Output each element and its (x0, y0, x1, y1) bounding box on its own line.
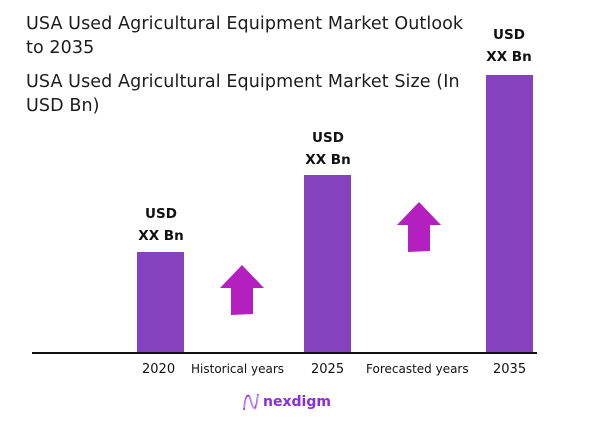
value-label-currency: USD (312, 130, 344, 146)
x-axis-line (32, 352, 537, 354)
x-tick-2035: 2035 (493, 362, 527, 377)
x-category-forecasted: Forecasted years (366, 362, 469, 376)
brand-logo: nexdigm (243, 392, 331, 412)
chart-title: USA Used Agricultural Equipment Market O… (26, 14, 464, 58)
value-label-amount: XX Bn (305, 152, 351, 168)
x-tick-2025: 2025 (311, 362, 345, 377)
x-tick-2020: 2020 (142, 362, 176, 377)
value-label-currency: USD (493, 27, 525, 43)
chart-subtitle: USA Used Agricultural Equipment Market S… (26, 72, 460, 116)
bar-2035 (486, 75, 533, 353)
bar-2025 (304, 175, 351, 353)
value-label-2020: USD XX Bn (121, 203, 201, 247)
value-label-2025: USD XX Bn (288, 127, 368, 171)
value-label-amount: XX Bn (486, 49, 532, 65)
brand-name: nexdigm (263, 394, 331, 410)
x-category-historical: Historical years (191, 362, 285, 376)
value-label-2035: USD XX Bn (469, 24, 549, 68)
bar-2020 (137, 252, 184, 353)
arrow-up-icon (220, 265, 264, 315)
nexdigm-logo-icon (243, 393, 259, 411)
arrow-up-icon (397, 202, 441, 252)
value-label-amount: XX Bn (138, 228, 184, 244)
value-label-currency: USD (145, 206, 177, 222)
